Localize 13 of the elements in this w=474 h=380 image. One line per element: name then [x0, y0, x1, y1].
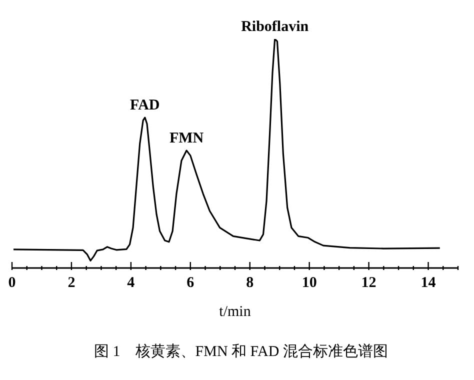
x-tick-label: 2 [68, 275, 76, 291]
x-tick-label: 10 [302, 275, 317, 291]
x-axis-title: t/min [219, 304, 252, 320]
x-tick-label: 6 [186, 275, 195, 291]
caption: 图 1 核黄素、FMN 和 FAD 混合标准色谱图 [93, 342, 389, 361]
x-tick-label: 12 [361, 275, 376, 291]
x-tick-label: 0 [8, 275, 16, 291]
x-tick-label: 14 [420, 275, 436, 291]
annotation: FMN [169, 130, 204, 147]
x-tick-label: 8 [246, 275, 254, 291]
annotation: Riboflavin [241, 19, 310, 35]
annotation: FAD [130, 98, 160, 114]
x-tick-label: 4 [127, 275, 136, 291]
